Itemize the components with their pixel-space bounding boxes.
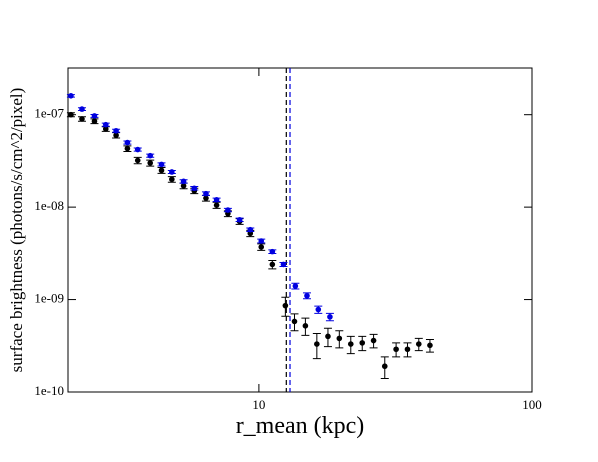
point [336,335,343,342]
x-tick-label: 10 [252,397,265,412]
point [102,126,109,132]
point [113,132,119,139]
point [280,261,287,268]
point [427,342,433,349]
point [113,127,119,134]
point [147,160,154,166]
point [180,183,187,189]
point [147,152,154,159]
point [282,302,289,309]
point [213,197,220,203]
point [79,116,85,122]
y-tick-label: 1e-07 [34,106,64,121]
point [134,157,141,164]
point [269,261,276,268]
point [203,195,209,201]
point [315,306,322,313]
point [134,146,141,153]
point [124,145,131,152]
point [68,111,74,118]
point [247,226,254,233]
plot-frame [67,67,533,393]
point [347,341,354,347]
y-tick-label: 1e-10 [34,383,64,398]
point [79,106,85,112]
x-axis-label: r_mean (kpc) [236,413,365,439]
point [236,216,243,223]
point [169,169,175,175]
point [304,292,310,299]
point [291,318,298,325]
point [68,93,74,99]
point [302,323,309,329]
point [225,207,231,213]
x-tick-label: 100 [522,397,542,412]
y-tick-label: 1e-09 [34,291,64,306]
point [158,161,165,168]
point [203,190,209,197]
point [124,139,131,146]
y-tick-label: 1e-08 [34,198,64,213]
point [258,238,265,244]
point [381,363,388,370]
point [169,176,175,183]
point [393,346,399,353]
point [415,341,422,347]
point [404,346,411,353]
point [359,340,366,346]
point [269,248,276,255]
point [158,167,165,174]
point [292,283,299,289]
point [325,333,331,340]
y-axis-label: surface brightness (photons/s/cm^2/pixel… [7,88,26,373]
point [180,178,187,185]
point [91,113,98,119]
point [327,314,333,320]
point [213,202,220,208]
point [102,121,109,128]
point [91,118,98,125]
point [370,337,377,344]
point [258,244,265,250]
point [314,341,320,347]
point [191,185,198,192]
